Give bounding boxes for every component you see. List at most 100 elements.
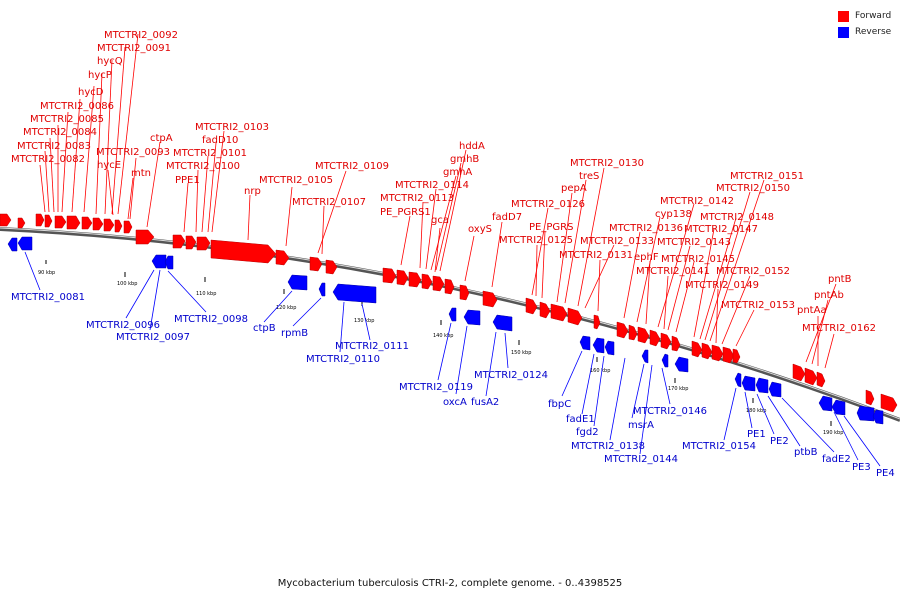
- reverse-gene-arrow: [768, 381, 782, 398]
- gene-label: gmhA: [443, 167, 472, 178]
- forward-gene-arrow: [0, 213, 12, 227]
- forward-gene-arrow: [691, 340, 703, 358]
- gene-label: pntAa: [797, 305, 827, 316]
- reverse-gene-arrow: [641, 349, 649, 364]
- gene-label: fadD10: [202, 135, 238, 146]
- reverse-gene-arrow: [287, 274, 308, 291]
- reverse-gene-arrow: [332, 283, 377, 304]
- reverse-gene-arrow: [831, 399, 846, 416]
- gene-label: oxyS: [468, 224, 492, 235]
- reverse-gene-labels: MTCTRI2_0081 MTCTRI2_0096 MTCTRI2_0097 M…: [11, 292, 895, 479]
- gene-label: MTCTRI2_0098: [174, 314, 248, 325]
- tick-label: 100 kbp: [117, 281, 137, 287]
- gene-label: MTCTRI2_0096: [86, 320, 160, 331]
- gene-label: treS: [579, 171, 599, 182]
- gene-label: PE_PGRS1: [380, 207, 431, 218]
- reverse-gene-arrow: [872, 409, 884, 425]
- gene-label: PE4: [876, 468, 895, 479]
- gene-label: MTCTRI2_0107: [292, 197, 366, 208]
- gene-label: MTCTRI2_0084: [23, 127, 97, 138]
- gene-label: PE1: [747, 429, 766, 440]
- gene-label: cyp138: [655, 209, 692, 220]
- gene-label: MTCTRI2_0148: [700, 212, 774, 223]
- forward-gene-arrow: [114, 219, 123, 233]
- gene-label: MTCTRI2_0114: [395, 180, 469, 191]
- forward-gene-arrow: [325, 259, 338, 275]
- gene-label: gmhB: [450, 154, 479, 165]
- tick-label: 180 kbp: [746, 408, 766, 414]
- forward-gene-arrow: [865, 389, 875, 406]
- gene-label: PE2: [770, 436, 789, 447]
- gene-label: ephF: [634, 252, 659, 263]
- gene-label: MTCTRI2_0092: [104, 30, 178, 41]
- gene-label: MTCTRI2_0110: [306, 354, 380, 365]
- gene-label: msrA: [628, 420, 654, 431]
- reverse-genes: [7, 236, 884, 425]
- tick-label: 150 kbp: [511, 350, 531, 356]
- reverse-gene-arrow: [592, 337, 605, 354]
- scale-ticks: 90 kbp 100 kbp 110 kbp 120 kbp 130 kbp 1…: [38, 260, 843, 436]
- gene-label: MTCTRI2_0147: [684, 224, 758, 235]
- forward-gene-arrow: [81, 216, 93, 230]
- reverse-gene-arrow: [734, 372, 742, 388]
- gene-label: pntAb: [814, 290, 844, 301]
- reverse-gene-arrow: [151, 254, 167, 269]
- gene-label: ctpB: [253, 323, 276, 334]
- gene-label: pntB: [828, 274, 852, 285]
- forward-gene-arrow: [459, 284, 470, 301]
- reverse-gene-arrow: [818, 395, 833, 412]
- gene-label: fbpC: [548, 399, 571, 410]
- gene-label: MTCTRI2_0126: [511, 199, 585, 210]
- forward-gene-arrow: [172, 234, 186, 249]
- forward-gene-arrow: [103, 218, 115, 232]
- gene-label: ptbB: [794, 447, 818, 458]
- forward-gene-arrow: [196, 236, 211, 251]
- gene-label: MTCTRI2_0125: [499, 235, 573, 246]
- legend: Forward Reverse: [838, 8, 891, 40]
- forward-gene-arrow: [210, 239, 277, 264]
- forward-gene-arrow: [482, 290, 498, 308]
- gene-label: nrp: [244, 186, 261, 197]
- forward-gene-arrow: [539, 301, 551, 319]
- forward-gene-arrow: [275, 249, 290, 266]
- reverse-gene-arrow: [674, 356, 689, 373]
- reverse-gene-arrow: [492, 314, 513, 332]
- forward-gene-arrow: [616, 321, 629, 339]
- reverse-gene-arrow: [17, 236, 33, 251]
- legend-label-forward: Forward: [855, 11, 892, 21]
- tick-label: 120 kbp: [276, 305, 296, 311]
- gene-label: hycQ: [97, 56, 123, 67]
- forward-gene-arrow: [637, 326, 650, 344]
- forward-gene-arrow: [880, 393, 898, 413]
- forward-gene-arrow: [35, 213, 45, 227]
- forward-gene-arrow: [444, 278, 455, 295]
- tick-label: 90 kbp: [38, 270, 55, 276]
- forward-gene-labels: MTCTRI2_0092 MTCTRI2_0091 hycQ hycP hycD…: [11, 30, 876, 334]
- reverse-gene-arrow: [755, 377, 769, 394]
- legend-label-reverse: Reverse: [855, 27, 892, 37]
- gene-label: hycE: [97, 160, 121, 171]
- forward-gene-arrow: [54, 215, 67, 229]
- reverse-gene-arrow: [7, 237, 18, 252]
- gene-label: MTCTRI2_0149: [685, 280, 759, 291]
- gene-label: MTCTRI2_0131: [559, 250, 633, 261]
- forward-gene-arrow: [711, 344, 724, 362]
- forward-gene-arrow: [567, 307, 583, 326]
- forward-gene-arrow: [628, 324, 638, 341]
- reverse-gene-arrow: [164, 255, 174, 270]
- forward-leader-lines: [39, 33, 837, 369]
- forward-gene-arrow: [649, 329, 661, 347]
- gene-label: MTCTRI2_0100: [166, 161, 240, 172]
- forward-gene-arrow: [135, 229, 155, 245]
- gene-label: MTCTRI2_0091: [97, 43, 171, 54]
- gene-label: MTCTRI2_0086: [40, 101, 114, 112]
- gene-label: MTCTRI2_0136: [609, 223, 683, 234]
- gene-label: MTCTRI2_0097: [116, 332, 190, 343]
- gene-label: MTCTRI2_0109: [315, 161, 389, 172]
- forward-gene-arrow: [660, 332, 672, 350]
- forward-gene-arrow: [44, 214, 53, 228]
- gene-label: fadD7: [492, 212, 522, 223]
- forward-gene-arrow: [408, 271, 422, 288]
- gene-label: MTCTRI2_0138: [571, 441, 645, 452]
